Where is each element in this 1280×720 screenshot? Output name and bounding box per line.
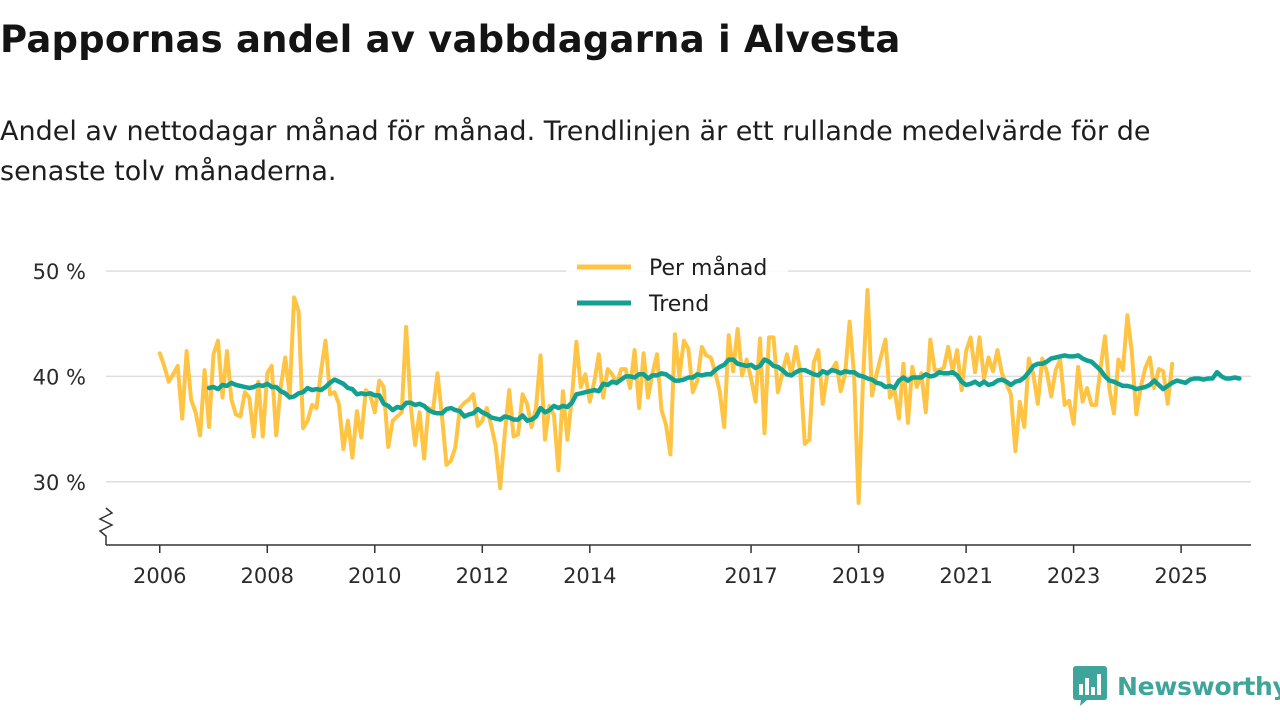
x-tick-label: 2014 <box>563 564 616 588</box>
y-tick-label: 30 % <box>33 471 86 495</box>
legend-background <box>566 250 788 322</box>
legend: Per månad Trend <box>566 250 788 322</box>
x-tick-label: 2023 <box>1047 564 1100 588</box>
series-line-per-manad <box>157 288 1175 505</box>
brand-name: Newsworthy <box>1117 671 1280 701</box>
x-axis: 2006 2008 2010 2012 2014 2017 2019 2021 2023 2025 <box>98 507 1251 588</box>
x-tick-label: 2008 <box>241 564 294 588</box>
newsworthy-logo-icon <box>1073 666 1107 706</box>
x-tick-label: 2025 <box>1154 564 1207 588</box>
y-axis: 30 % 40 % 50 % <box>33 260 86 495</box>
series-layer <box>157 288 1242 505</box>
x-tick-label: 2019 <box>832 564 885 588</box>
x-tick-label: 2010 <box>348 564 401 588</box>
x-tick-label: 2006 <box>133 564 186 588</box>
x-tick-label: 2021 <box>939 564 992 588</box>
legend-label-per-manad: Per månad <box>649 255 767 281</box>
y-tick-label: 40 % <box>33 365 86 389</box>
axis-break-icon <box>98 507 114 545</box>
y-tick-label: 50 % <box>33 260 86 284</box>
brand: Newsworthy <box>1073 666 1280 706</box>
chart-subtitle: Andel av nettodagar månad för månad. Tre… <box>0 116 1151 187</box>
chart-title: Pappornas andel av vabbdagarna i Alvesta <box>0 18 901 61</box>
series-line-trend <box>206 353 1242 423</box>
legend-label-trend: Trend <box>648 292 709 317</box>
chart: 30 % 40 % 50 % 2006 2008 2010 2012 2014 2017 201… <box>32 250 1251 588</box>
x-tick-label: 2017 <box>724 564 777 588</box>
x-tick-label: 2012 <box>456 564 509 588</box>
